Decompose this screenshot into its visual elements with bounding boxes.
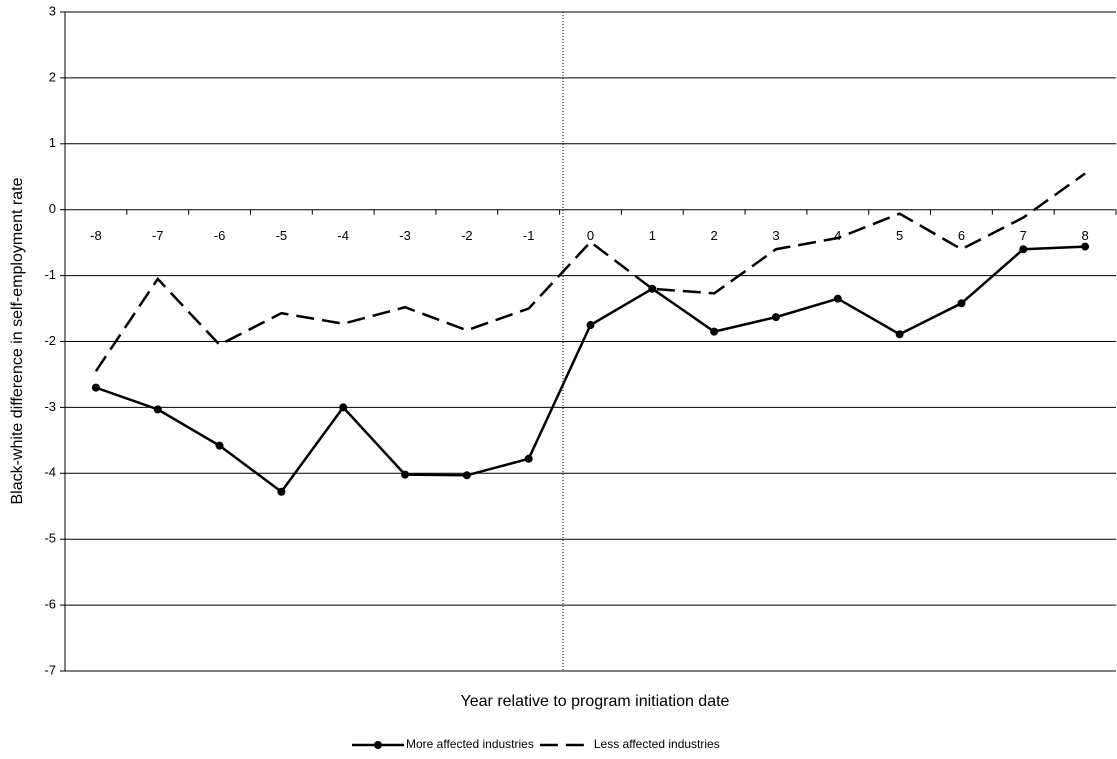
series-marker: [153, 405, 162, 414]
y-tick-label: 2: [49, 69, 56, 84]
x-tick-label: -2: [461, 228, 473, 243]
x-tick-label: 5: [896, 228, 903, 243]
series-marker: [1081, 242, 1090, 251]
series-marker: [771, 313, 780, 322]
y-tick-label: 0: [49, 201, 56, 216]
y-tick-label: 3: [49, 3, 56, 18]
series-marker: [462, 471, 471, 480]
y-tick-label: -1: [44, 267, 56, 282]
x-tick-label: 2: [711, 228, 718, 243]
y-tick-label: -3: [44, 399, 56, 414]
series-marker: [1019, 245, 1028, 254]
y-tick-label: -6: [44, 597, 56, 612]
x-tick-label: -6: [214, 228, 226, 243]
x-tick-label: -5: [276, 228, 288, 243]
series-line: [94, 172, 1086, 372]
series-marker: [91, 383, 100, 392]
x-tick-label: 6: [958, 228, 965, 243]
y-tick-label: -5: [44, 531, 56, 546]
x-tick-label: 7: [1020, 228, 1027, 243]
x-tick-label: -3: [399, 228, 411, 243]
series-marker: [277, 487, 286, 496]
legend-text: Less affected industries: [594, 737, 720, 751]
series-marker: [401, 470, 410, 479]
series-marker: [524, 454, 533, 463]
series-marker: [648, 284, 657, 293]
x-tick-label: -4: [337, 228, 349, 243]
x-tick-label: -7: [152, 228, 164, 243]
y-tick-label: -2: [44, 333, 56, 348]
series-marker: [957, 299, 966, 308]
x-tick-label: -1: [523, 228, 535, 243]
y-axis-title: Black-white difference in self-employmen…: [9, 177, 26, 504]
series-marker: [339, 403, 348, 412]
y-tick-label: -7: [44, 662, 56, 677]
x-tick-label: 3: [772, 228, 779, 243]
x-tick-label: 0: [587, 228, 594, 243]
series-marker: [833, 294, 842, 303]
y-tick-label: 1: [49, 135, 56, 150]
x-tick-label: -8: [90, 228, 102, 243]
series-line: [95, 245, 1086, 494]
x-axis-title: Year relative to program initiation date: [461, 693, 730, 710]
series-marker: [586, 321, 595, 330]
legend-marker: [374, 741, 382, 749]
x-tick-label: 8: [1081, 228, 1088, 243]
x-tick-label: 4: [834, 228, 841, 243]
series-marker: [215, 441, 224, 450]
x-tick-label: 1: [649, 228, 656, 243]
y-tick-label: -4: [44, 465, 56, 480]
series-marker: [895, 330, 904, 339]
legend-text: More affected industries: [406, 737, 534, 751]
series-marker: [710, 327, 719, 336]
